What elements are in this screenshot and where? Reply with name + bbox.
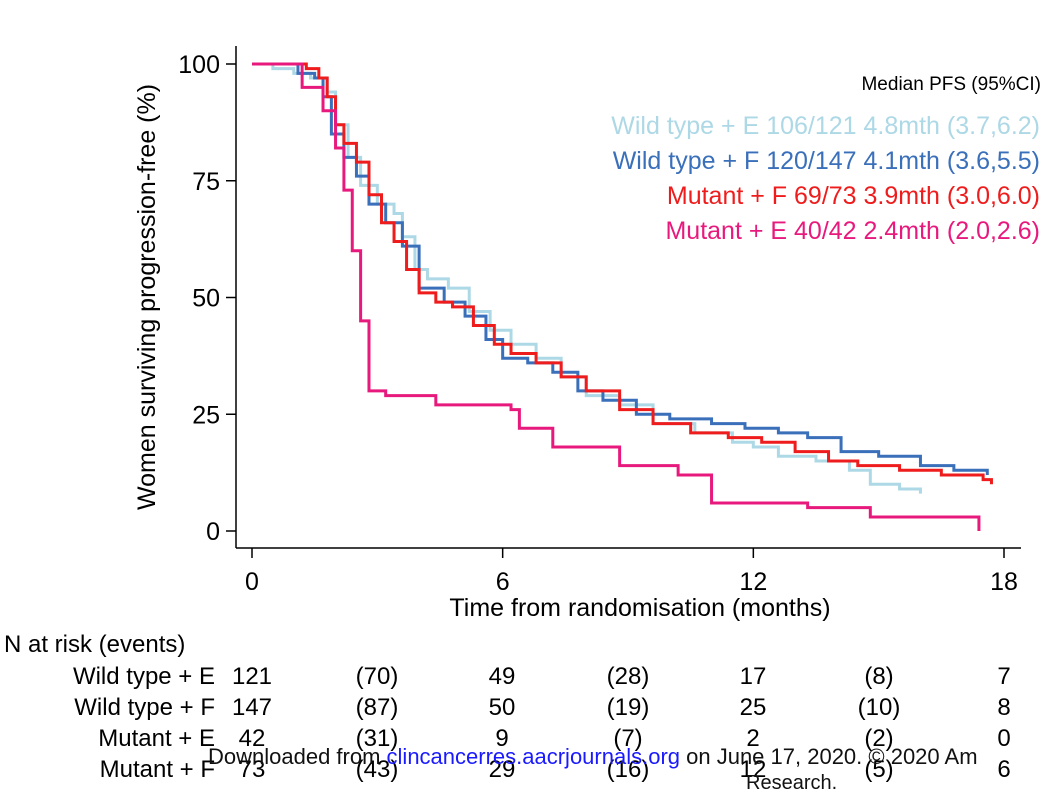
x-axis-label: Time from randomisation (months) (449, 594, 830, 622)
risk-cell: 8 (997, 694, 1010, 721)
x-tick-label-0: 0 (245, 568, 259, 596)
series-line-4 (252, 62, 981, 531)
legend-entry-2: Wild type + F 120/147 4.1mth (3.6,5.5) (613, 147, 1040, 175)
risk-cell: (2) (864, 725, 893, 752)
footer-prefix: Downloaded from (208, 744, 387, 769)
risk-cell: 12 (740, 756, 767, 783)
risk-cell: (10) (858, 694, 901, 721)
y-axis-label: Women surviving progression-free (%) (133, 84, 161, 510)
risk-cell: 7 (997, 663, 1010, 690)
risk-cell: (5) (864, 756, 893, 783)
legend-entry-1: Wild type + E 106/121 4.8mth (3.7,6.2) (611, 112, 1040, 140)
risk-cell: (31) (356, 725, 399, 752)
legend-title: Median PFS (95%CI) (861, 74, 1041, 95)
risk-row-label-3: Mutant + E (98, 725, 215, 752)
risk-cell: 29 (489, 756, 516, 783)
x-tick-label-12: 12 (739, 568, 767, 596)
risk-cell: (28) (607, 663, 650, 690)
risk-row-label-1: Wild type + E (73, 663, 215, 690)
series-line-2 (252, 62, 989, 475)
risk-cell: (7) (613, 725, 642, 752)
risk-cell: 50 (489, 694, 516, 721)
risk-cell: 25 (740, 694, 767, 721)
risk-cell: (70) (356, 663, 399, 690)
footer-link[interactable]: clincancerres.aacrjournals.org (386, 744, 681, 769)
risk-row-label-2: Wild type + F (74, 694, 215, 721)
x-tick-label-6: 6 (496, 568, 510, 596)
risk-cell: 6 (997, 756, 1010, 783)
risk-cell: (16) (607, 756, 650, 783)
risk-cell: 2 (746, 725, 759, 752)
download-footer-line2: Research. (746, 772, 838, 794)
y-tick-label-50: 50 (192, 285, 220, 313)
risk-cell: (19) (607, 694, 650, 721)
risk-cell: (43) (356, 756, 399, 783)
y-ticks: 0 25 50 75 100 (178, 51, 236, 546)
risk-cell: 121 (232, 663, 272, 690)
risk-cell: 49 (489, 663, 516, 690)
risk-row-label-4: Mutant + F (100, 756, 215, 783)
risk-cell: 42 (239, 725, 266, 752)
footer-suffix: on June 17, 2020. © 2020 Am (680, 744, 978, 769)
y-tick-label-25: 25 (192, 401, 220, 429)
risk-cell: 147 (232, 694, 272, 721)
survival-curves (252, 62, 993, 531)
risk-cell: 73 (239, 756, 266, 783)
series-line-3 (252, 62, 993, 485)
risk-table: Wild type + E 121 (70) 49 (28) 17 (8) 7 Wild typ… (73, 663, 1011, 783)
legend-entry-3: Mutant + F 69/73 3.9mth (3.0,6.0) (667, 182, 1040, 210)
y-tick-label-0: 0 (206, 518, 220, 546)
risk-cell: 9 (495, 725, 508, 752)
risk-cell: (8) (864, 663, 893, 690)
risk-cell: (87) (356, 694, 399, 721)
y-tick-label-100: 100 (178, 51, 220, 79)
y-tick-label-75: 75 (192, 168, 220, 196)
legend: Wild type + E 106/121 4.8mth (3.7,6.2) Wi… (611, 112, 1040, 245)
download-footer: Downloaded from clincancerres.aacrjourna… (208, 744, 978, 770)
risk-cell: 0 (997, 725, 1010, 752)
x-tick-label-18: 18 (990, 568, 1018, 596)
x-ticks: 0 6 12 18 (245, 548, 1018, 596)
risk-table-heading: N at risk (events) (4, 631, 185, 658)
legend-entry-4: Mutant + E 40/42 2.4mth (2.0,2.6) (665, 217, 1040, 245)
risk-cell: 17 (740, 663, 767, 690)
